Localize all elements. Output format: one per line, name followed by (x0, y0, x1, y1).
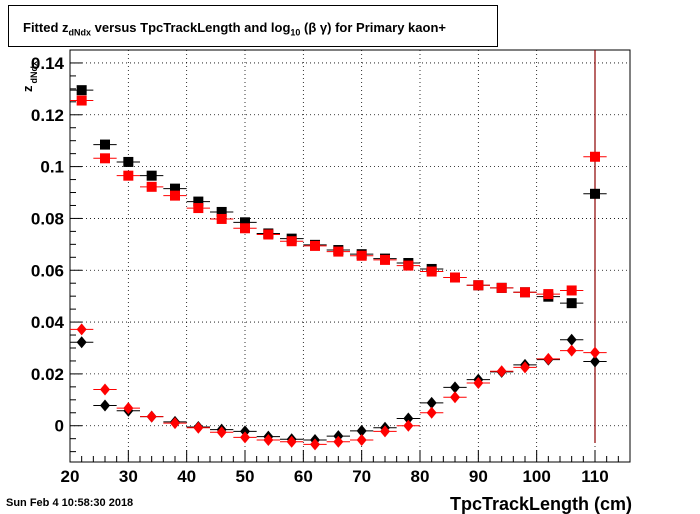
data-point-square (543, 289, 554, 300)
data-point-diamond (380, 425, 390, 438)
data-point-diamond (310, 438, 320, 451)
data-point-square (496, 282, 507, 293)
data-point-diamond (450, 391, 460, 404)
data-point-diamond (240, 431, 250, 444)
data-point-diamond (426, 396, 437, 409)
data-point-diamond (193, 421, 204, 434)
data-point-square (380, 254, 390, 265)
data-point-square (216, 213, 227, 224)
data-point-square (216, 206, 227, 217)
title-prefix: Fitted z (23, 20, 69, 35)
y-tick-label: 0.02 (31, 365, 64, 384)
data-point-square (566, 285, 577, 296)
data-point-square (100, 139, 110, 150)
data-point-diamond (100, 399, 110, 412)
x-tick-label: 30 (119, 467, 138, 486)
data-point-diamond (356, 433, 367, 446)
data-point-diamond (403, 419, 414, 432)
timestamp: Sun Feb 4 10:58:30 2018 (6, 497, 134, 509)
data-point-square (123, 170, 134, 181)
data-point-diamond (263, 433, 274, 446)
x-tick-label: 40 (177, 467, 196, 486)
data-point-diamond (216, 426, 227, 439)
data-point-diamond (520, 361, 530, 374)
x-tick-label: 70 (352, 467, 371, 486)
y-tick-label: 0.06 (31, 261, 64, 280)
x-tick-label: 20 (61, 467, 80, 486)
x-tick-label: 50 (236, 467, 255, 486)
chart-title: Fitted zdNdx versus TpcTrackLength and l… (23, 20, 446, 38)
x-tick-label: 60 (294, 467, 313, 486)
y-axis-label-main: z (20, 85, 35, 92)
data-point-diamond (333, 435, 344, 448)
x-axis-label: TpcTrackLength (cm) (449, 494, 632, 514)
data-point-square (333, 246, 344, 257)
title-middle: versus TpcTrackLength and log (91, 20, 291, 35)
data-point-square (76, 85, 87, 96)
y-tick-label: 0.1 (40, 158, 64, 177)
data-point-square (123, 156, 134, 167)
data-point-diamond (473, 376, 484, 389)
data-point-diamond (356, 424, 367, 437)
data-point-diamond (286, 435, 297, 448)
data-point-square (590, 151, 600, 162)
title-sub-10: 10 (290, 27, 301, 38)
data-point-square (263, 229, 274, 240)
data-point-square (100, 153, 110, 164)
data-point-square (193, 196, 204, 207)
data-point-diamond (450, 381, 460, 394)
data-point-diamond (123, 402, 134, 415)
x-tick-label: 100 (522, 467, 550, 486)
data-point-diamond (170, 417, 180, 430)
x-tick-label: 90 (469, 467, 488, 486)
y-tick-label: 0.08 (31, 209, 64, 228)
data-point-diamond (566, 333, 577, 346)
data-point-diamond (590, 346, 600, 359)
data-point-square (403, 260, 414, 271)
data-point-square (356, 250, 367, 261)
title-box: Fitted zdNdx versus TpcTrackLength and l… (8, 5, 498, 47)
data-point-square (426, 266, 437, 277)
title-sub-dndx: dNdx (68, 27, 92, 38)
data-point-square (170, 190, 180, 201)
data-point-square (286, 236, 297, 247)
y-tick-label: 0.14 (31, 54, 65, 73)
y-tick-label: 0.12 (31, 106, 64, 125)
y-tick-label: 0 (55, 417, 64, 436)
data-point-square (240, 223, 250, 234)
data-point-square (310, 240, 320, 251)
data-point-diamond (590, 355, 600, 368)
data-point-diamond (76, 323, 87, 336)
data-point-diamond (403, 412, 414, 425)
y-axis-label-sub: dNdx (29, 61, 39, 84)
data-point-square (520, 287, 530, 298)
data-point-diamond (426, 406, 437, 419)
y-tick-label: 0.04 (31, 313, 65, 332)
data-point-square (76, 95, 87, 106)
data-point-square (146, 170, 157, 181)
data-point-diamond (543, 352, 554, 365)
title-suffix: (β γ) for Primary kaon+ (304, 20, 446, 35)
data-point-square (193, 203, 204, 214)
data-point-square (473, 280, 484, 291)
x-tick-label: 80 (411, 467, 430, 486)
data-point-diamond (496, 365, 507, 378)
data-point-square (170, 183, 180, 194)
data-point-square (146, 181, 157, 192)
x-tick-label: 110 (581, 467, 608, 486)
data-point-diamond (100, 383, 110, 396)
y-axis-label: zdNdx (20, 61, 39, 92)
data-point-diamond (76, 336, 87, 349)
data-point-square (566, 298, 577, 309)
data-point-square (590, 188, 600, 199)
data-point-diamond (146, 410, 157, 423)
data-point-diamond (566, 344, 577, 357)
data-point-square (450, 272, 460, 283)
data-point-square (240, 217, 250, 228)
